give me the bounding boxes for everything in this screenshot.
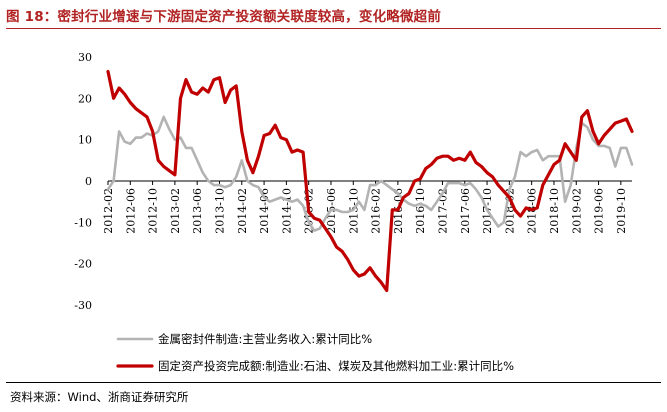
x-tick-label: 2014-10	[280, 188, 293, 234]
x-tick-label: 2012-02	[102, 188, 115, 234]
source-note: 资料来源：Wind、浙商证券研究所	[10, 390, 189, 404]
x-tick-label: 2012-06	[124, 188, 137, 234]
x-tick-label: 2012-10	[147, 188, 160, 234]
x-tick-label: 2016-02	[370, 188, 383, 234]
series-line-fixed-investment	[106, 69, 634, 293]
y-tick-label: -20	[74, 258, 92, 271]
title-rule	[6, 28, 661, 29]
y-tick-label: 20	[78, 92, 92, 105]
x-tick-label: 2019-02	[570, 188, 583, 234]
x-tick-label: 2013-02	[169, 188, 182, 234]
y-tick-label: 0	[85, 175, 92, 188]
legend: 金属密封件制造:主营业务收入:累计同比% 固定资产投资完成额:制造业:石油、煤炭及…	[116, 332, 514, 373]
figure-title: 图 18：密封行业增速与下游固定资产投资额关联度较高，变化略微超前	[6, 9, 442, 25]
y-axis: -30 -20 -10 0 10 20 30	[74, 51, 92, 312]
x-tick-label: 2016-10	[414, 188, 427, 234]
x-tick-label: 2019-10	[615, 188, 628, 234]
y-tick-label: -10	[74, 216, 92, 229]
legend-label: 金属密封件制造:主营业务收入:累计同比%	[158, 332, 372, 346]
y-tick-label: -30	[74, 299, 92, 312]
y-tick-label: 30	[78, 51, 92, 64]
series-layer	[106, 69, 634, 293]
x-axis: 2012-02 2012-06 2012-10 2013-02 2013-06 2013-…	[102, 180, 632, 234]
x-tick-label: 2014-06	[258, 188, 271, 234]
y-tick-label: 10	[78, 134, 92, 147]
legend-label: 固定资产投资完成额:制造业:石油、煤炭及其他燃料加工业:累计同比%	[158, 359, 514, 373]
x-tick-label: 2017-06	[459, 188, 472, 234]
x-tick-label: 2019-06	[593, 188, 606, 234]
x-tick-label: 2013-10	[213, 188, 226, 234]
x-tick-label: 2018-10	[548, 188, 561, 234]
bottom-rule	[6, 382, 661, 383]
series-line-metal-seal	[106, 115, 634, 232]
x-tick-label: 2013-06	[191, 188, 204, 234]
x-tick-label: 2014-02	[236, 188, 249, 234]
